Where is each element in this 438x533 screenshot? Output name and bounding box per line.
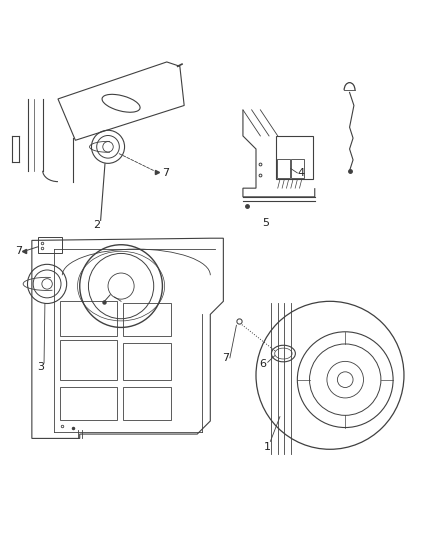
Text: 5: 5 xyxy=(262,218,269,228)
Bar xyxy=(123,303,171,336)
Bar xyxy=(39,237,62,254)
Bar xyxy=(291,158,304,178)
Text: 7: 7 xyxy=(162,168,170,178)
Bar xyxy=(60,301,117,336)
Bar xyxy=(60,341,117,379)
Text: 7: 7 xyxy=(15,246,22,256)
Text: 6: 6 xyxy=(259,359,266,369)
Text: 2: 2 xyxy=(94,220,101,230)
Bar xyxy=(277,158,290,178)
Text: 3: 3 xyxy=(37,361,44,372)
Text: 4: 4 xyxy=(297,168,304,178)
Bar xyxy=(276,136,313,180)
Bar xyxy=(123,343,171,379)
Text: 1: 1 xyxy=(263,442,270,452)
Bar xyxy=(123,387,171,419)
Text: 7: 7 xyxy=(222,353,229,363)
Bar xyxy=(60,387,117,419)
